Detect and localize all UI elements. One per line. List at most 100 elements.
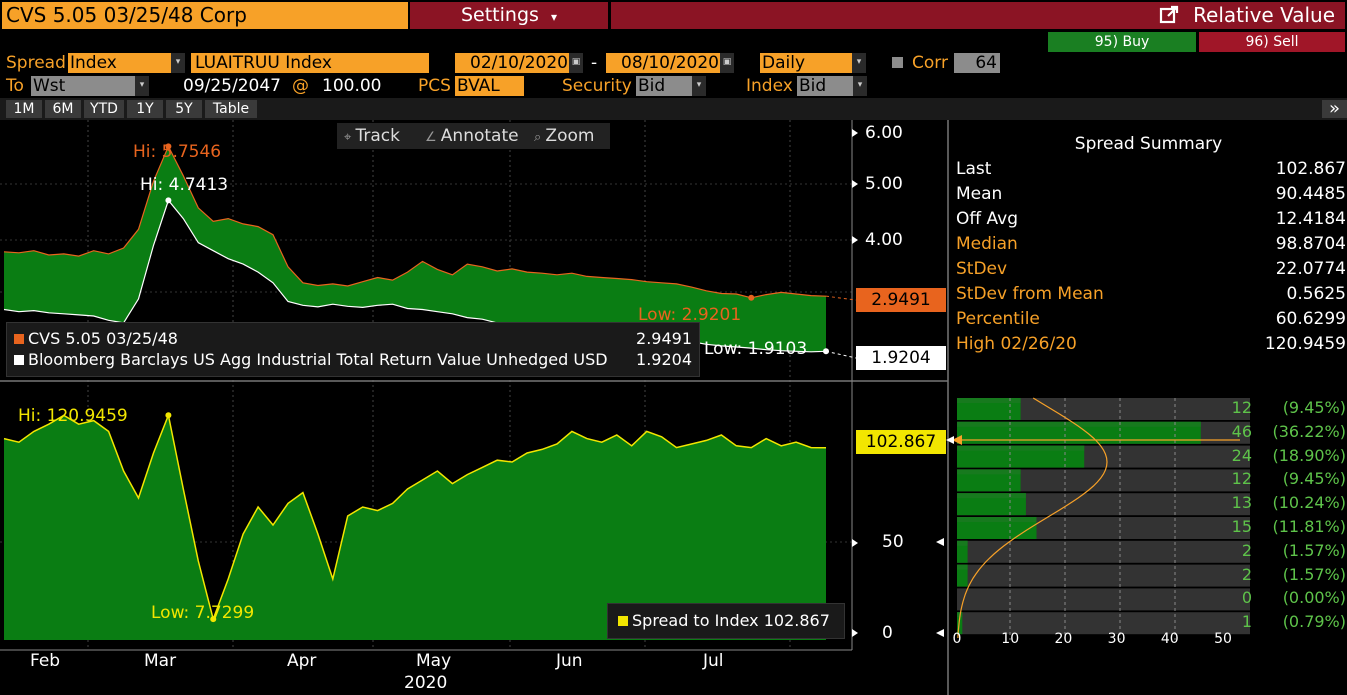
histogram-bar-top — [957, 421, 1201, 427]
summary-row: Median 98.8704 — [956, 232, 1346, 256]
buy-button[interactable]: 95) Buy — [1048, 32, 1196, 52]
corr-label: Corr — [912, 53, 948, 73]
histogram-x-label: 40 — [1161, 631, 1179, 647]
summary-row: Off Avg 12.4184 — [956, 207, 1346, 231]
security-field[interactable]: CVS 5.05 03/25/48 Corp — [2, 2, 408, 29]
corr-checkbox[interactable] — [892, 57, 903, 68]
histogram-bar-top — [957, 564, 968, 570]
spread-type-select[interactable]: Index ▾ — [68, 53, 185, 73]
pen-icon: ∠ — [425, 130, 441, 145]
start-date-field[interactable]: 02/10/2020 ▣ — [455, 53, 583, 73]
summary-value: 98.8704 — [1275, 234, 1346, 254]
summary-row: Last 102.867 — [956, 157, 1346, 181]
end-date-value: 08/10/2020 — [621, 53, 719, 73]
y-tick-arrow — [852, 180, 858, 188]
x-label-year: 2020 — [404, 673, 448, 693]
summary-value: 60.6299 — [1275, 309, 1346, 329]
settings-menu[interactable]: Settings ▾ — [410, 2, 608, 29]
settings-label: Settings — [460, 4, 539, 26]
spread-legend[interactable]: Spread to Index 102.867 — [607, 603, 845, 639]
annotate-tool[interactable]: ∠ Annotate — [425, 125, 519, 149]
summary-value: 0.5625 — [1286, 284, 1346, 304]
summary-row: Mean 90.4485 — [956, 182, 1346, 206]
histogram-percent: (9.45%) — [1282, 398, 1346, 417]
pcs-field[interactable]: BVAL — [455, 76, 524, 96]
summary-key: Last — [956, 159, 992, 179]
range-1y-button[interactable]: 1Y — [127, 100, 163, 118]
range-ytd-button[interactable]: YTD — [84, 100, 124, 118]
range-button-bar — [0, 98, 1347, 120]
histogram-row-bg — [957, 612, 1250, 635]
y-tick-arrow — [852, 629, 858, 637]
x-label-may: May — [416, 651, 452, 671]
pcs-label: PCS — [418, 76, 451, 96]
spread-area — [4, 415, 826, 640]
histogram-bar — [957, 421, 1201, 444]
histogram-bar-top — [957, 493, 1026, 499]
spread-low-point — [210, 616, 217, 623]
histogram-count: 46 — [1231, 421, 1252, 441]
histogram-bar-top — [957, 469, 1021, 475]
index-side-select[interactable]: Bid ▾ — [797, 76, 867, 96]
y-tick-arrow — [852, 129, 858, 137]
legend-item-cvs[interactable]: CVS 5.05 03/25/48 2.9491 — [14, 329, 694, 349]
range-5y-button[interactable]: 5Y — [166, 100, 202, 118]
x-label-mar: Mar — [144, 651, 177, 671]
histogram-percent: (10.24%) — [1272, 493, 1347, 513]
cvs-hi-label: Hi: 5.7546 — [133, 142, 222, 162]
histogram-count: 1 — [1241, 612, 1252, 632]
zoom-tool[interactable]: ⌕ Zoom — [534, 125, 594, 149]
histogram-row-bg — [957, 469, 1250, 492]
cvs-low-label: Low: 2.9201 — [638, 305, 742, 325]
dropdown-arrow-icon: ▾ — [171, 53, 185, 73]
cvs-last-tag: 2.9491 — [856, 288, 946, 312]
table-button[interactable]: Table — [205, 100, 257, 118]
summary-row: StDev 22.0774 — [956, 257, 1346, 281]
cvs-hi-point — [165, 143, 172, 150]
chart-toolbar — [337, 123, 610, 149]
security-side-select[interactable]: Bid ▾ — [636, 76, 706, 96]
spread-band — [4, 146, 826, 352]
y-tick-arrow — [852, 236, 858, 244]
summary-key: StDev — [956, 259, 1008, 279]
spread-low-label: Low: 7.7299 — [151, 603, 255, 623]
start-date-value: 02/10/2020 — [470, 53, 568, 73]
to-label: To — [6, 76, 24, 96]
end-date-field[interactable]: 08/10/2020 ▣ — [606, 53, 734, 73]
track-tool[interactable]: ⌖ Track — [344, 125, 400, 149]
dropdown-arrow-icon: ▾ — [135, 76, 149, 96]
expand-icon[interactable]: » — [1322, 100, 1347, 118]
to-value: Wst — [33, 76, 66, 96]
index-field[interactable]: LUAITRUU Index — [191, 53, 429, 73]
legend-swatch-cvs — [14, 334, 24, 344]
y-tick-arrow — [852, 539, 858, 547]
frequency-select[interactable]: Daily ▾ — [760, 53, 866, 73]
chart-canvas: 0 10 20 30 40 50 — [0, 120, 1250, 695]
histogram-count: 0 — [1241, 588, 1252, 608]
index-side-label: Index — [746, 76, 793, 96]
range-6m-button[interactable]: 6M — [45, 100, 81, 118]
dropdown-arrow-icon: ▾ — [852, 53, 866, 73]
legend-cvs-last: 2.9491 — [636, 329, 692, 348]
maturity-date: 09/25/2047 — [183, 76, 281, 96]
x-label-feb: Feb — [30, 651, 61, 671]
legend-cvs-name: CVS 5.05 03/25/48 — [28, 329, 178, 348]
index-leader-line — [825, 350, 857, 359]
histogram-y-arrow — [936, 629, 944, 637]
histogram-row-bg — [957, 540, 1250, 563]
histogram-bar — [957, 398, 1021, 420]
index-hi-label: Hi: 4.7413 — [140, 175, 229, 195]
y-label-4: 4.00 — [865, 230, 903, 250]
price-value[interactable]: 100.00 — [322, 76, 382, 96]
sell-button[interactable]: 96) Sell — [1199, 32, 1345, 52]
range-1m-button[interactable]: 1M — [6, 100, 42, 118]
crosshair-icon: ⌖ — [344, 130, 356, 145]
title-area[interactable]: Relative Value — [1159, 2, 1335, 29]
legend-item-index[interactable]: Bloomberg Barclays US Agg Industrial Tot… — [14, 350, 694, 370]
cvs-leader-line — [825, 295, 857, 301]
histogram-percent: (0.79%) — [1282, 612, 1346, 632]
upper-legend — [6, 322, 700, 377]
index-side-value: Bid — [799, 76, 827, 96]
to-select[interactable]: Wst ▾ — [31, 76, 149, 96]
summary-key: Median — [956, 234, 1018, 254]
